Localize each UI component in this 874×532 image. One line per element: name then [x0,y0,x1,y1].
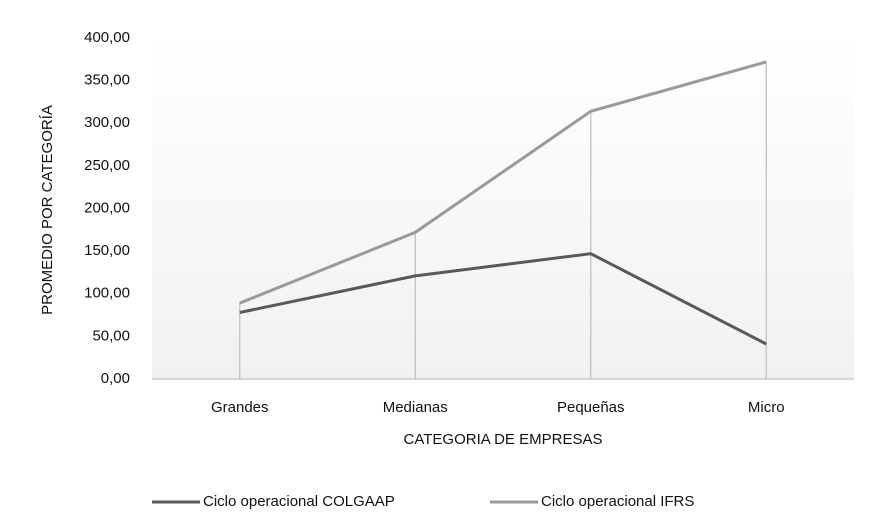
y-tick-label: 200,00 [84,199,130,216]
y-tick-label: 350,00 [84,72,130,89]
plot-area [152,38,854,379]
x-axis-title: CATEGORIA DE EMPRESAS [404,431,603,448]
y-tick-label: 50,00 [92,327,130,344]
y-tick-label: 100,00 [84,285,130,302]
y-tick-label: 0,00 [101,370,130,387]
series-line [239,60,767,305]
y-tick-label: 150,00 [84,242,130,259]
y-tick-label: 300,00 [84,114,130,131]
x-tick-label: Pequeñas [557,399,625,416]
y-tick-label: 400,00 [84,29,130,46]
y-tick-label: 250,00 [84,157,130,174]
series-line [239,252,767,346]
y-axis-title: PROMEDIO POR CATEGORÍA [39,105,56,315]
x-tick-label: Grandes [211,399,269,416]
legend-label: Ciclo operacional COLGAAP [203,493,395,510]
x-tick-label: Medianas [383,399,448,416]
legend-label: Ciclo operacional IFRS [541,493,694,510]
x-tick-label: Micro [748,399,785,416]
